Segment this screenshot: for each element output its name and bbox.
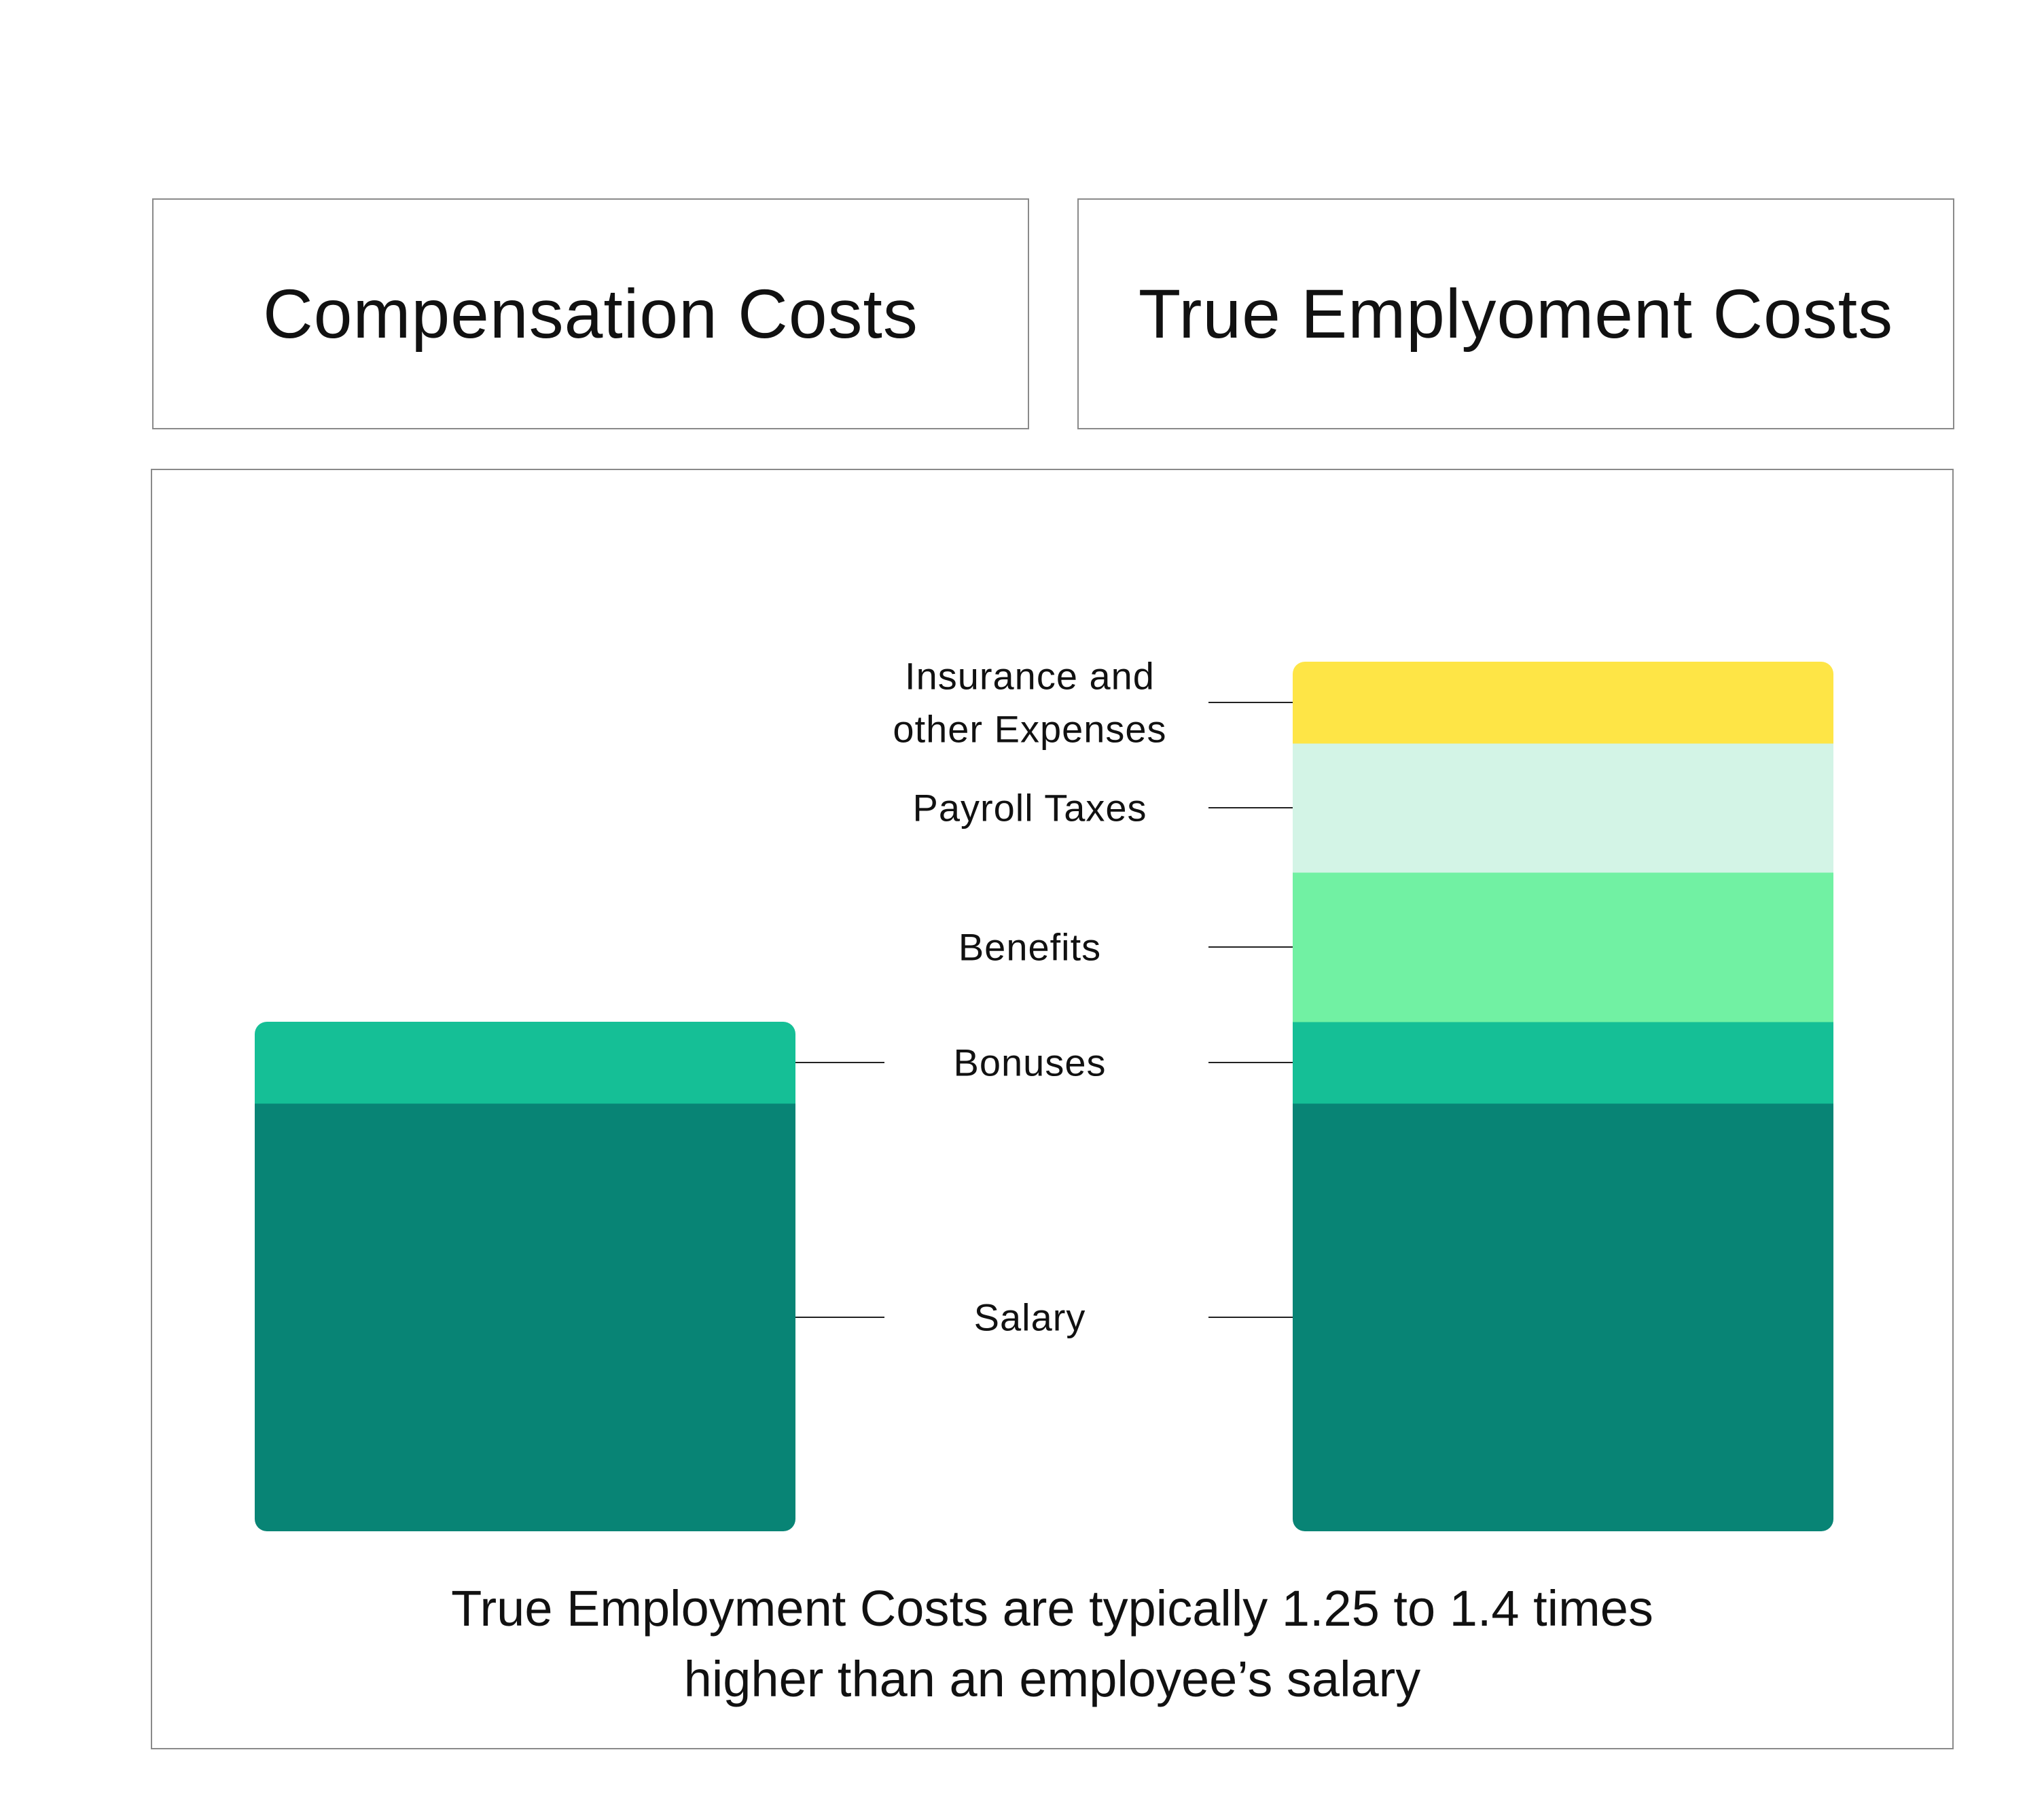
chart-caption: True Employment Costs are typically 1.25… — [151, 1573, 1954, 1715]
label-insurance-and-other-expenses: Insurance and other Expenses — [893, 655, 1166, 751]
bar-segment-salary-0 — [255, 1103, 795, 1531]
label-payroll-taxes: Payroll Taxes — [912, 787, 1147, 829]
bar-1 — [1293, 662, 1833, 1531]
caption-line-2: higher than an employee’s salary — [683, 1651, 1421, 1707]
true-employment-costs-title: True Emplyoment Costs — [1138, 274, 1894, 353]
label-salary: Salary — [974, 1296, 1086, 1339]
bar-segment-bonuses-1 — [1293, 1021, 1833, 1104]
label-benefits: Benefits — [958, 926, 1101, 969]
label-bonuses: Bonuses — [954, 1041, 1107, 1084]
compensation-costs-header: Compensation Costs — [152, 198, 1029, 429]
bar-segment-payroll-taxes-1 — [1293, 743, 1833, 873]
stacked-bar-chart: Salary Bonuses Benefits Payroll Taxes Insura… — [255, 655, 1833, 1531]
compensation-costs-title: Compensation Costs — [263, 274, 918, 353]
true-employment-costs-header: True Emplyoment Costs — [1077, 198, 1954, 429]
bar-segment-bonuses-0 — [255, 1022, 795, 1104]
chart-panel: Salary Bonuses Benefits Payroll Taxes Insura… — [151, 469, 1954, 1749]
bar-segment-insurance-and-other-expenses-1 — [1293, 662, 1833, 744]
bar-segment-salary-1 — [1293, 1103, 1833, 1531]
bar-segment-benefits-1 — [1293, 872, 1833, 1022]
bar-0 — [255, 1022, 795, 1531]
caption-line-1: True Employment Costs are typically 1.25… — [451, 1580, 1653, 1637]
